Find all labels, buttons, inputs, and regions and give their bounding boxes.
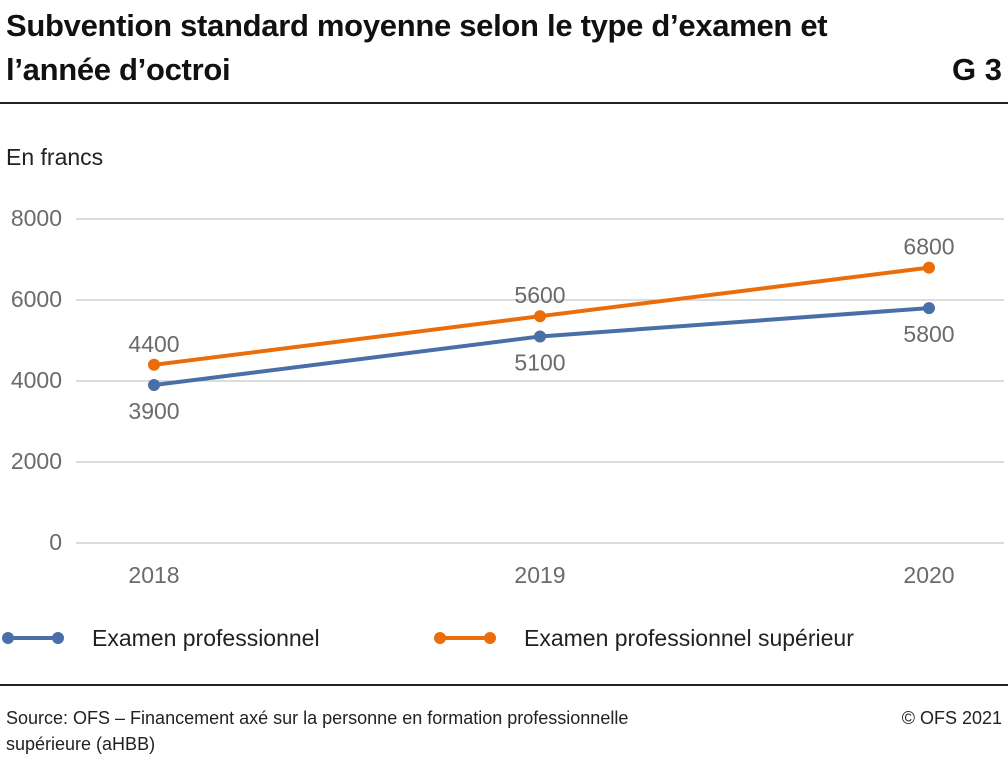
data-label-series-1-2019: 5100 xyxy=(514,349,565,375)
legend-item-2: Examen professionnel supérieur xyxy=(432,618,854,658)
y-tick-label-6000: 6000 xyxy=(11,286,62,312)
header-divider xyxy=(0,102,1008,104)
y-tick-label-8000: 8000 xyxy=(11,205,62,231)
legend-label-2: Examen professionnel supérieur xyxy=(524,624,854,651)
data-label-series-1-2018: 3900 xyxy=(128,398,179,424)
data-point-series-2-2018 xyxy=(148,358,160,371)
figure-number: G 3 xyxy=(952,52,1002,87)
chart-title: Subvention standard moyenne selon le typ… xyxy=(6,8,828,87)
footer-divider xyxy=(0,684,1008,686)
data-label-series-1-2020: 5800 xyxy=(903,321,954,347)
data-point-series-1-2020 xyxy=(923,302,935,315)
source-note: Source: OFS – Financement axé sur la per… xyxy=(6,708,629,754)
copyright-note: © OFS 2021 xyxy=(901,708,1002,728)
y-axis-unit-label: En francs xyxy=(6,144,104,170)
y-tick-label-0: 0 xyxy=(49,529,62,555)
data-label-series-2-2019: 5600 xyxy=(514,282,565,308)
y-tick-label-2000: 2000 xyxy=(11,448,62,474)
legend-label-1: Examen professionnel xyxy=(92,624,320,651)
data-point-series-1-2018 xyxy=(148,379,160,392)
x-tick-label-2019: 2019 xyxy=(514,562,565,588)
data-point-series-2-2020 xyxy=(923,261,935,274)
data-label-series-2-2020: 6800 xyxy=(903,234,954,260)
data-point-series-1-2019 xyxy=(534,330,546,343)
legend-item-1: Examen professionnel xyxy=(0,618,320,658)
x-tick-label-2020: 2020 xyxy=(903,562,954,588)
data-label-series-2-2018: 4400 xyxy=(128,331,179,357)
legend-swatch-2 xyxy=(432,618,498,658)
line-chart: 0 2000 4000 6000 8000 2018 2019 2020 3900 5100 580… xyxy=(11,205,1004,588)
x-tick-label-2018: 2018 xyxy=(128,562,179,588)
chart-legend: Examen professionnel Examen professionnel… xyxy=(0,618,1008,658)
legend-swatch-1 xyxy=(0,618,66,658)
y-tick-label-4000: 4000 xyxy=(11,367,62,393)
data-point-series-2-2019 xyxy=(534,310,546,323)
